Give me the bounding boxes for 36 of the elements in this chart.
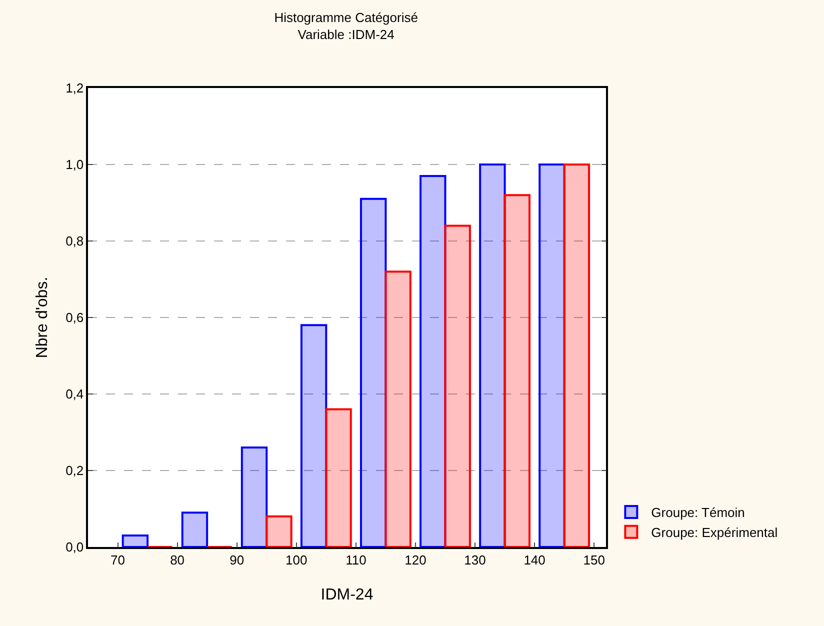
bar [122, 534, 149, 547]
bar [504, 194, 530, 547]
bar [479, 164, 506, 547]
x-tick-label: 120 [404, 552, 426, 568]
x-tick-label: 130 [464, 552, 486, 568]
x-tick-label: 80 [170, 552, 185, 568]
legend-label: Groupe: Expérimental [651, 524, 778, 540]
bar [563, 164, 590, 547]
y-tick-label: 0,0 [66, 540, 84, 555]
bar [384, 270, 412, 547]
bar [266, 515, 292, 547]
bar [240, 446, 268, 547]
x-tick-label: 100 [286, 552, 308, 568]
x-tick-label: 150 [583, 552, 605, 568]
bar [360, 198, 387, 547]
y-tick-label: 1,0 [66, 157, 84, 172]
y-axis-title: Nbre d'obs. [34, 276, 51, 358]
x-axis-title: IDM-24 [320, 586, 374, 604]
y-tick-label: 0,2 [66, 463, 84, 478]
legend-label: Groupe: Témoin [651, 505, 745, 520]
x-tick-label: 140 [524, 552, 546, 568]
y-tick-label: 0,8 [66, 234, 84, 249]
bar [181, 512, 208, 547]
bar [300, 324, 328, 547]
y-tick-label: 1,2 [66, 80, 84, 96]
bar [325, 408, 352, 547]
bar [420, 174, 446, 547]
x-tick-label: 70 [110, 552, 126, 568]
y-tick-label: 0,6 [66, 310, 84, 326]
chart-subtitle: Variable :IDM-24 [298, 26, 394, 42]
y-tick-label: 0,4 [66, 386, 84, 402]
x-tick-label: 110 [346, 552, 366, 568]
bar [538, 164, 566, 547]
x-tick-label: 90 [230, 552, 244, 568]
bar [444, 224, 471, 547]
chart-title: Histogramme Catégorisé [274, 10, 418, 25]
